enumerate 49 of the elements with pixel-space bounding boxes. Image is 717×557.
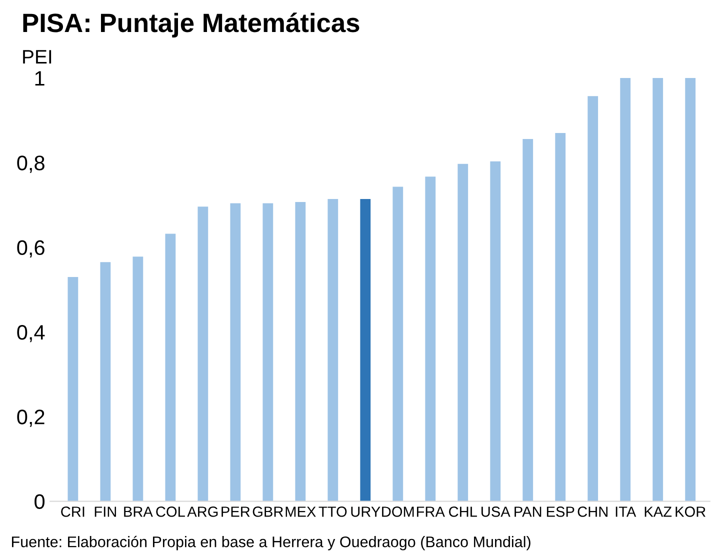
bar — [458, 164, 468, 502]
bar — [555, 133, 566, 502]
source-note: Fuente: Elaboración Propia en base a Herrera y Ouedraogo (Banco Mundial) — [12, 536, 530, 550]
x-tick-label: KOR — [676, 506, 706, 517]
y-axis-title: PEI — [23, 50, 52, 64]
y-tick-label: 0,6 — [17, 240, 44, 258]
bar — [490, 161, 501, 502]
bar — [588, 96, 598, 502]
bar — [100, 262, 111, 502]
bar — [522, 138, 534, 502]
bar — [360, 199, 371, 502]
x-tick-label: TTO — [318, 506, 347, 517]
y-tick-label: 0,2 — [17, 410, 44, 427]
y-tick-label: 0 — [34, 494, 45, 510]
bar — [392, 186, 404, 502]
bar — [425, 176, 436, 502]
bar — [68, 276, 78, 502]
bar — [262, 203, 274, 502]
x-tick-label: FIN — [94, 506, 116, 517]
x-tick-label: BRA — [124, 506, 153, 517]
bar — [685, 78, 696, 502]
bar — [295, 202, 306, 502]
x-tick-label: ESP — [546, 506, 574, 517]
y-tick-label: 0,8 — [17, 156, 44, 173]
x-tick-label: KAZ — [644, 506, 672, 517]
x-tick-label: URY — [351, 506, 380, 517]
chart-title: PISA: Puntaje Matemáticas — [23, 12, 360, 38]
bar — [165, 234, 176, 502]
x-tick-label: ARG — [187, 506, 218, 517]
x-tick-label: GBR — [252, 506, 284, 517]
bar — [198, 206, 208, 502]
bar — [230, 203, 241, 502]
bar — [132, 256, 144, 502]
x-tick-label: MEX — [286, 506, 316, 517]
x-tick-label: CHN — [578, 506, 608, 517]
x-tick-label: DOM — [382, 506, 414, 517]
x-tick-label: FRA — [416, 506, 445, 517]
x-tick-label: CRI — [61, 506, 84, 517]
x-tick-label: USA — [482, 506, 510, 517]
x-tick-label: ITA — [616, 506, 636, 517]
bar — [620, 78, 631, 502]
y-tick-label: 0,4 — [17, 324, 45, 342]
x-tick-label: PER — [222, 506, 250, 517]
bar — [328, 199, 338, 502]
x-tick-label: CHL — [449, 506, 477, 517]
x-tick-label: PAN — [514, 506, 542, 517]
x-tick-label: COL — [156, 506, 185, 517]
bar — [652, 78, 664, 502]
y-tick-label: 1 — [35, 71, 44, 86]
